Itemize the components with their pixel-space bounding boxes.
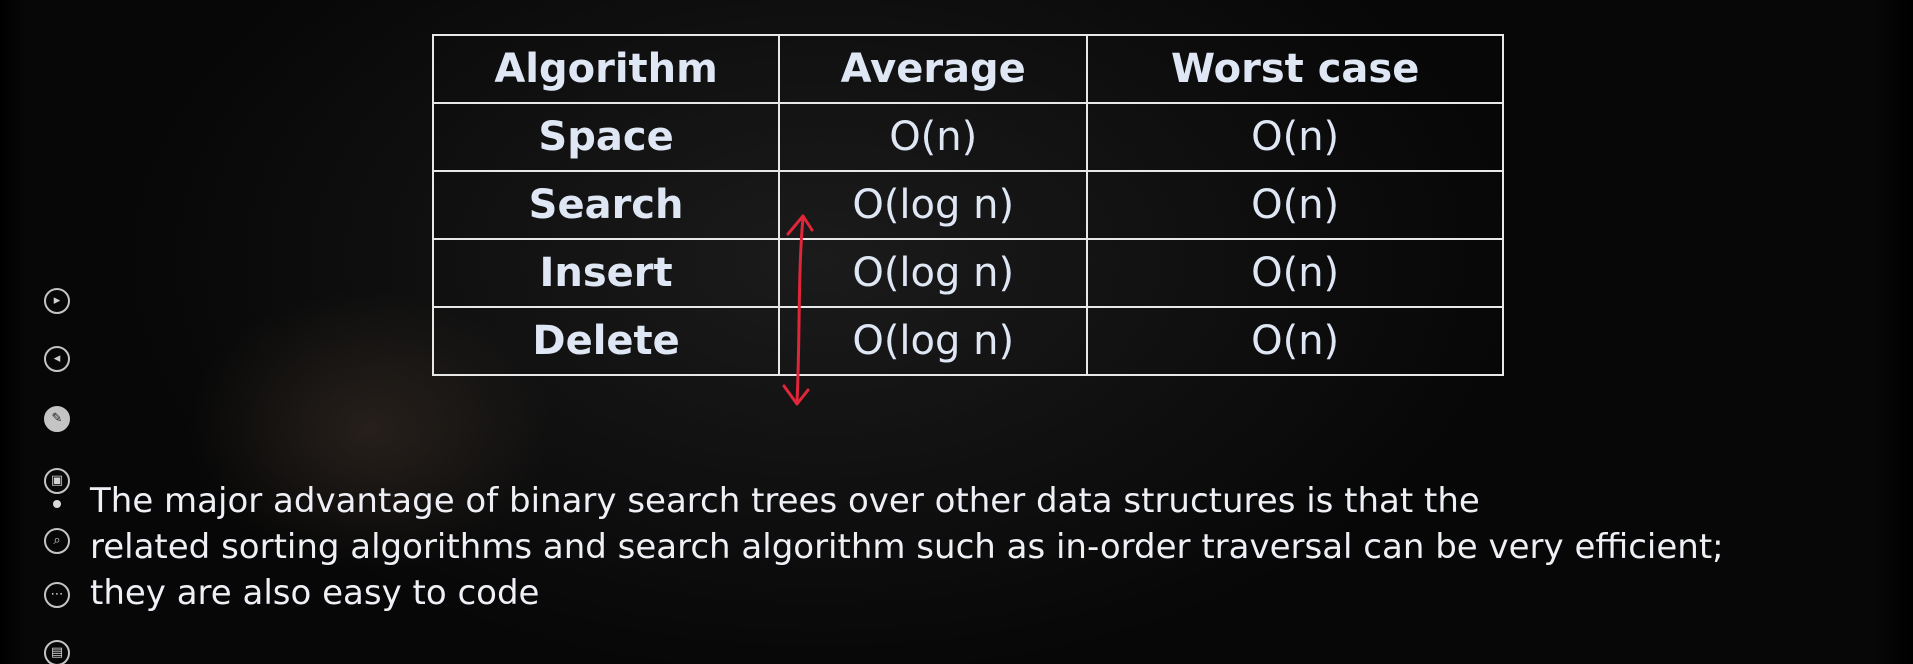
bst-advantage-paragraph: The major advantage of binary search tre… [90, 478, 1890, 616]
worst-case-cell: O(n) [1086, 102, 1504, 172]
slideshow-controls: ▸ ◂ ✎ ▣ ⌕ ⋯ ▤ [44, 288, 78, 664]
table-row: Search O(log n) O(n) [431, 170, 1504, 240]
zoom-icon[interactable]: ⌕ [44, 528, 70, 554]
complexity-table: Algorithm Average Worst case Space O(n) … [431, 34, 1504, 376]
operation-cell: Delete [431, 306, 781, 376]
average-cell: O(log n) [778, 238, 1089, 308]
operation-cell: Space [431, 102, 781, 172]
gallery-icon[interactable]: ▣ [44, 468, 70, 494]
pointer-dot-icon [53, 500, 61, 508]
pen-icon[interactable]: ✎ [44, 406, 70, 432]
worst-case-cell: O(n) [1086, 306, 1504, 376]
subtitles-icon[interactable]: ▤ [44, 640, 70, 664]
column-header-average: Average [778, 34, 1089, 104]
table-row: Insert O(log n) O(n) [431, 238, 1504, 308]
worst-case-cell: O(n) [1086, 170, 1504, 240]
previous-icon[interactable]: ◂ [44, 346, 70, 372]
monitor-bezel-right [1873, 0, 1913, 664]
more-options-icon[interactable]: ⋯ [44, 582, 70, 608]
operation-cell: Search [431, 170, 781, 240]
average-cell: O(log n) [778, 306, 1089, 376]
paragraph-line: they are also easy to code [90, 573, 540, 613]
column-header-algorithm: Algorithm [431, 34, 781, 104]
worst-case-cell: O(n) [1086, 238, 1504, 308]
average-cell: O(log n) [778, 170, 1089, 240]
paragraph-line: The major advantage of binary search tre… [90, 481, 1480, 521]
table-row: Delete O(log n) O(n) [431, 306, 1504, 376]
operation-cell: Insert [431, 238, 781, 308]
paragraph-line: related sorting algorithms and search al… [90, 527, 1724, 567]
table-header-row: Algorithm Average Worst case [431, 34, 1504, 104]
red-double-arrow-annotation [782, 214, 814, 406]
monitor-bezel-left [0, 0, 26, 664]
table-row: Space O(n) O(n) [431, 102, 1504, 172]
average-cell: O(n) [778, 102, 1089, 172]
next-icon[interactable]: ▸ [44, 288, 70, 314]
column-header-worst-case: Worst case [1086, 34, 1504, 104]
